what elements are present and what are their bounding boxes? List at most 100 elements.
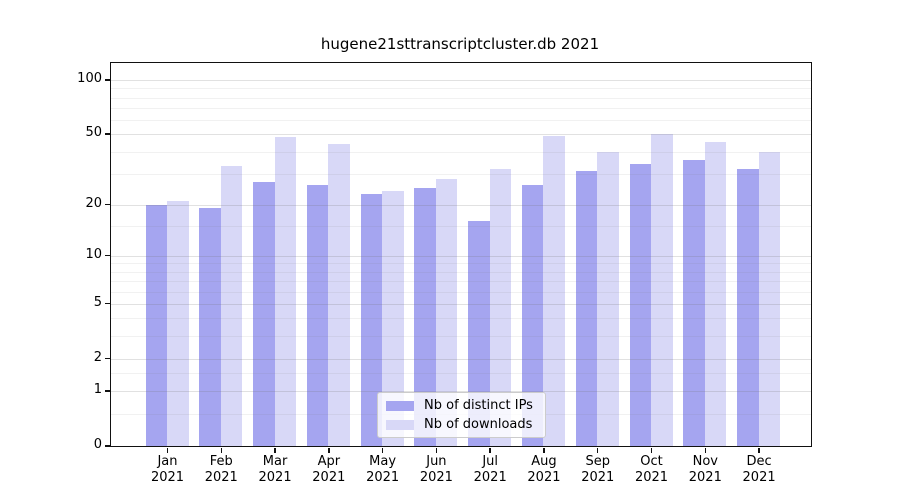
y-tick-label: 50	[85, 125, 102, 141]
y-tick-mark	[105, 133, 110, 135]
x-tick-year: 2021	[742, 470, 776, 485]
ips-bar	[253, 181, 275, 446]
legend-item-downloads: Nb of downloads	[386, 417, 537, 432]
x-tick-year: 2021	[312, 470, 346, 485]
legend-label-downloads: Nb of downloads	[424, 417, 533, 432]
y-tick-mark	[105, 445, 110, 447]
x-tick-year: 2021	[527, 470, 561, 485]
x-tick-month: Apr	[317, 454, 341, 469]
x-tick-year: 2021	[581, 470, 615, 485]
downloads-bar	[758, 151, 781, 446]
legend: Nb of distinct IPs Nb of downloads	[377, 392, 546, 438]
x-tick-label: Dec 2021	[727, 454, 791, 486]
downloads-bar	[435, 179, 458, 446]
x-tick-year: 2021	[204, 470, 238, 485]
x-tick-label: Sep 2021	[566, 454, 630, 486]
x-tick-month: Sep	[585, 454, 610, 469]
x-tick-month: Jan	[157, 454, 178, 469]
gridline	[111, 88, 811, 90]
x-tick-label: Jan 2021	[136, 454, 200, 486]
x-tick-month: Jul	[482, 454, 499, 469]
x-tick-year: 2021	[419, 470, 453, 485]
x-tick-mark	[596, 448, 599, 453]
y-tick-label: 10	[85, 246, 102, 262]
downloads-bar	[167, 200, 189, 446]
x-tick-label: Apr 2021	[297, 454, 361, 486]
downloads-bar	[543, 135, 565, 446]
ips-bar	[145, 204, 167, 446]
y-tick-mark	[105, 357, 110, 360]
y-tick-mark	[105, 79, 110, 81]
x-tick-mark	[274, 448, 276, 453]
x-tick-mark	[166, 448, 169, 453]
y-tick-mark	[105, 302, 110, 305]
gridline	[111, 108, 811, 109]
gridline	[111, 134, 811, 136]
x-tick-month: Feb	[209, 454, 233, 469]
y-tick-label: 20	[85, 195, 102, 211]
x-tick-year: 2021	[473, 470, 507, 485]
legend-item-distinct-ips: Nb of distinct IPs	[386, 398, 537, 413]
downloads-bar	[328, 144, 350, 446]
x-tick-mark	[435, 448, 438, 453]
x-tick-mark	[381, 448, 384, 453]
plot-area	[110, 62, 812, 447]
ips-bar	[737, 168, 759, 446]
y-tick-label: 100	[77, 71, 102, 86]
y-tick-label: 1	[93, 382, 102, 398]
x-tick-month: Mar	[262, 454, 288, 469]
downloads-bar	[651, 134, 673, 446]
x-tick-year: 2021	[634, 470, 669, 485]
x-tick-mark	[489, 448, 491, 453]
x-tick-mark	[328, 448, 330, 453]
ips-bar	[521, 184, 544, 446]
downloads-bar	[274, 137, 297, 446]
legend-label-ips: Nb of distinct IPs	[424, 398, 533, 413]
x-tick-mark	[650, 448, 653, 453]
x-tick-month: Nov	[692, 454, 718, 469]
downloads-bar	[489, 168, 512, 446]
y-tick-mark	[105, 254, 110, 257]
x-tick-mark	[758, 448, 760, 453]
x-tick-month: Oct	[640, 454, 663, 469]
gridline	[111, 120, 811, 121]
y-tick-label: 5	[93, 294, 102, 310]
legend-swatch-downloads	[386, 419, 414, 430]
ips-bar	[199, 208, 221, 446]
y-tick-label: 0	[93, 437, 102, 452]
downloads-bar	[704, 142, 727, 446]
ips-bar	[468, 221, 490, 446]
x-tick-year: 2021	[150, 470, 185, 485]
legend-swatch-ips	[386, 400, 414, 411]
ips-bar	[360, 194, 383, 446]
ips-bar	[414, 187, 436, 446]
downloads-bar	[382, 190, 404, 446]
y-tick-mark	[105, 390, 110, 392]
ips-bar	[575, 171, 598, 446]
downloads-bar	[220, 166, 243, 446]
downloads-bar	[597, 151, 619, 446]
x-tick-year: 2021	[366, 470, 400, 485]
x-tick-month: Jun	[426, 454, 447, 469]
x-tick-year: 2021	[258, 470, 292, 485]
chart-title: hugene21sttranscriptcluster.db 2021	[320, 35, 600, 53]
x-tick-label: Jun 2021	[404, 454, 468, 486]
y-tick-mark	[105, 203, 110, 206]
y-tick-label: 2	[93, 349, 102, 365]
x-tick-label: Nov 2021	[673, 454, 737, 486]
x-tick-label: May 2021	[351, 454, 415, 486]
x-tick-mark	[704, 448, 707, 453]
gridline	[111, 80, 811, 81]
ips-bar	[683, 159, 705, 446]
gridline	[111, 97, 811, 99]
x-tick-month: Dec	[746, 454, 772, 469]
x-tick-label: Aug 2021	[512, 454, 576, 486]
x-tick-month: May	[369, 454, 397, 469]
ips-bar	[629, 164, 652, 446]
ips-bar	[306, 184, 329, 446]
x-tick-label: Feb 2021	[189, 454, 253, 486]
x-tick-month: Aug	[531, 454, 557, 469]
x-tick-year: 2021	[688, 470, 722, 485]
x-tick-label: Oct 2021	[620, 454, 684, 486]
